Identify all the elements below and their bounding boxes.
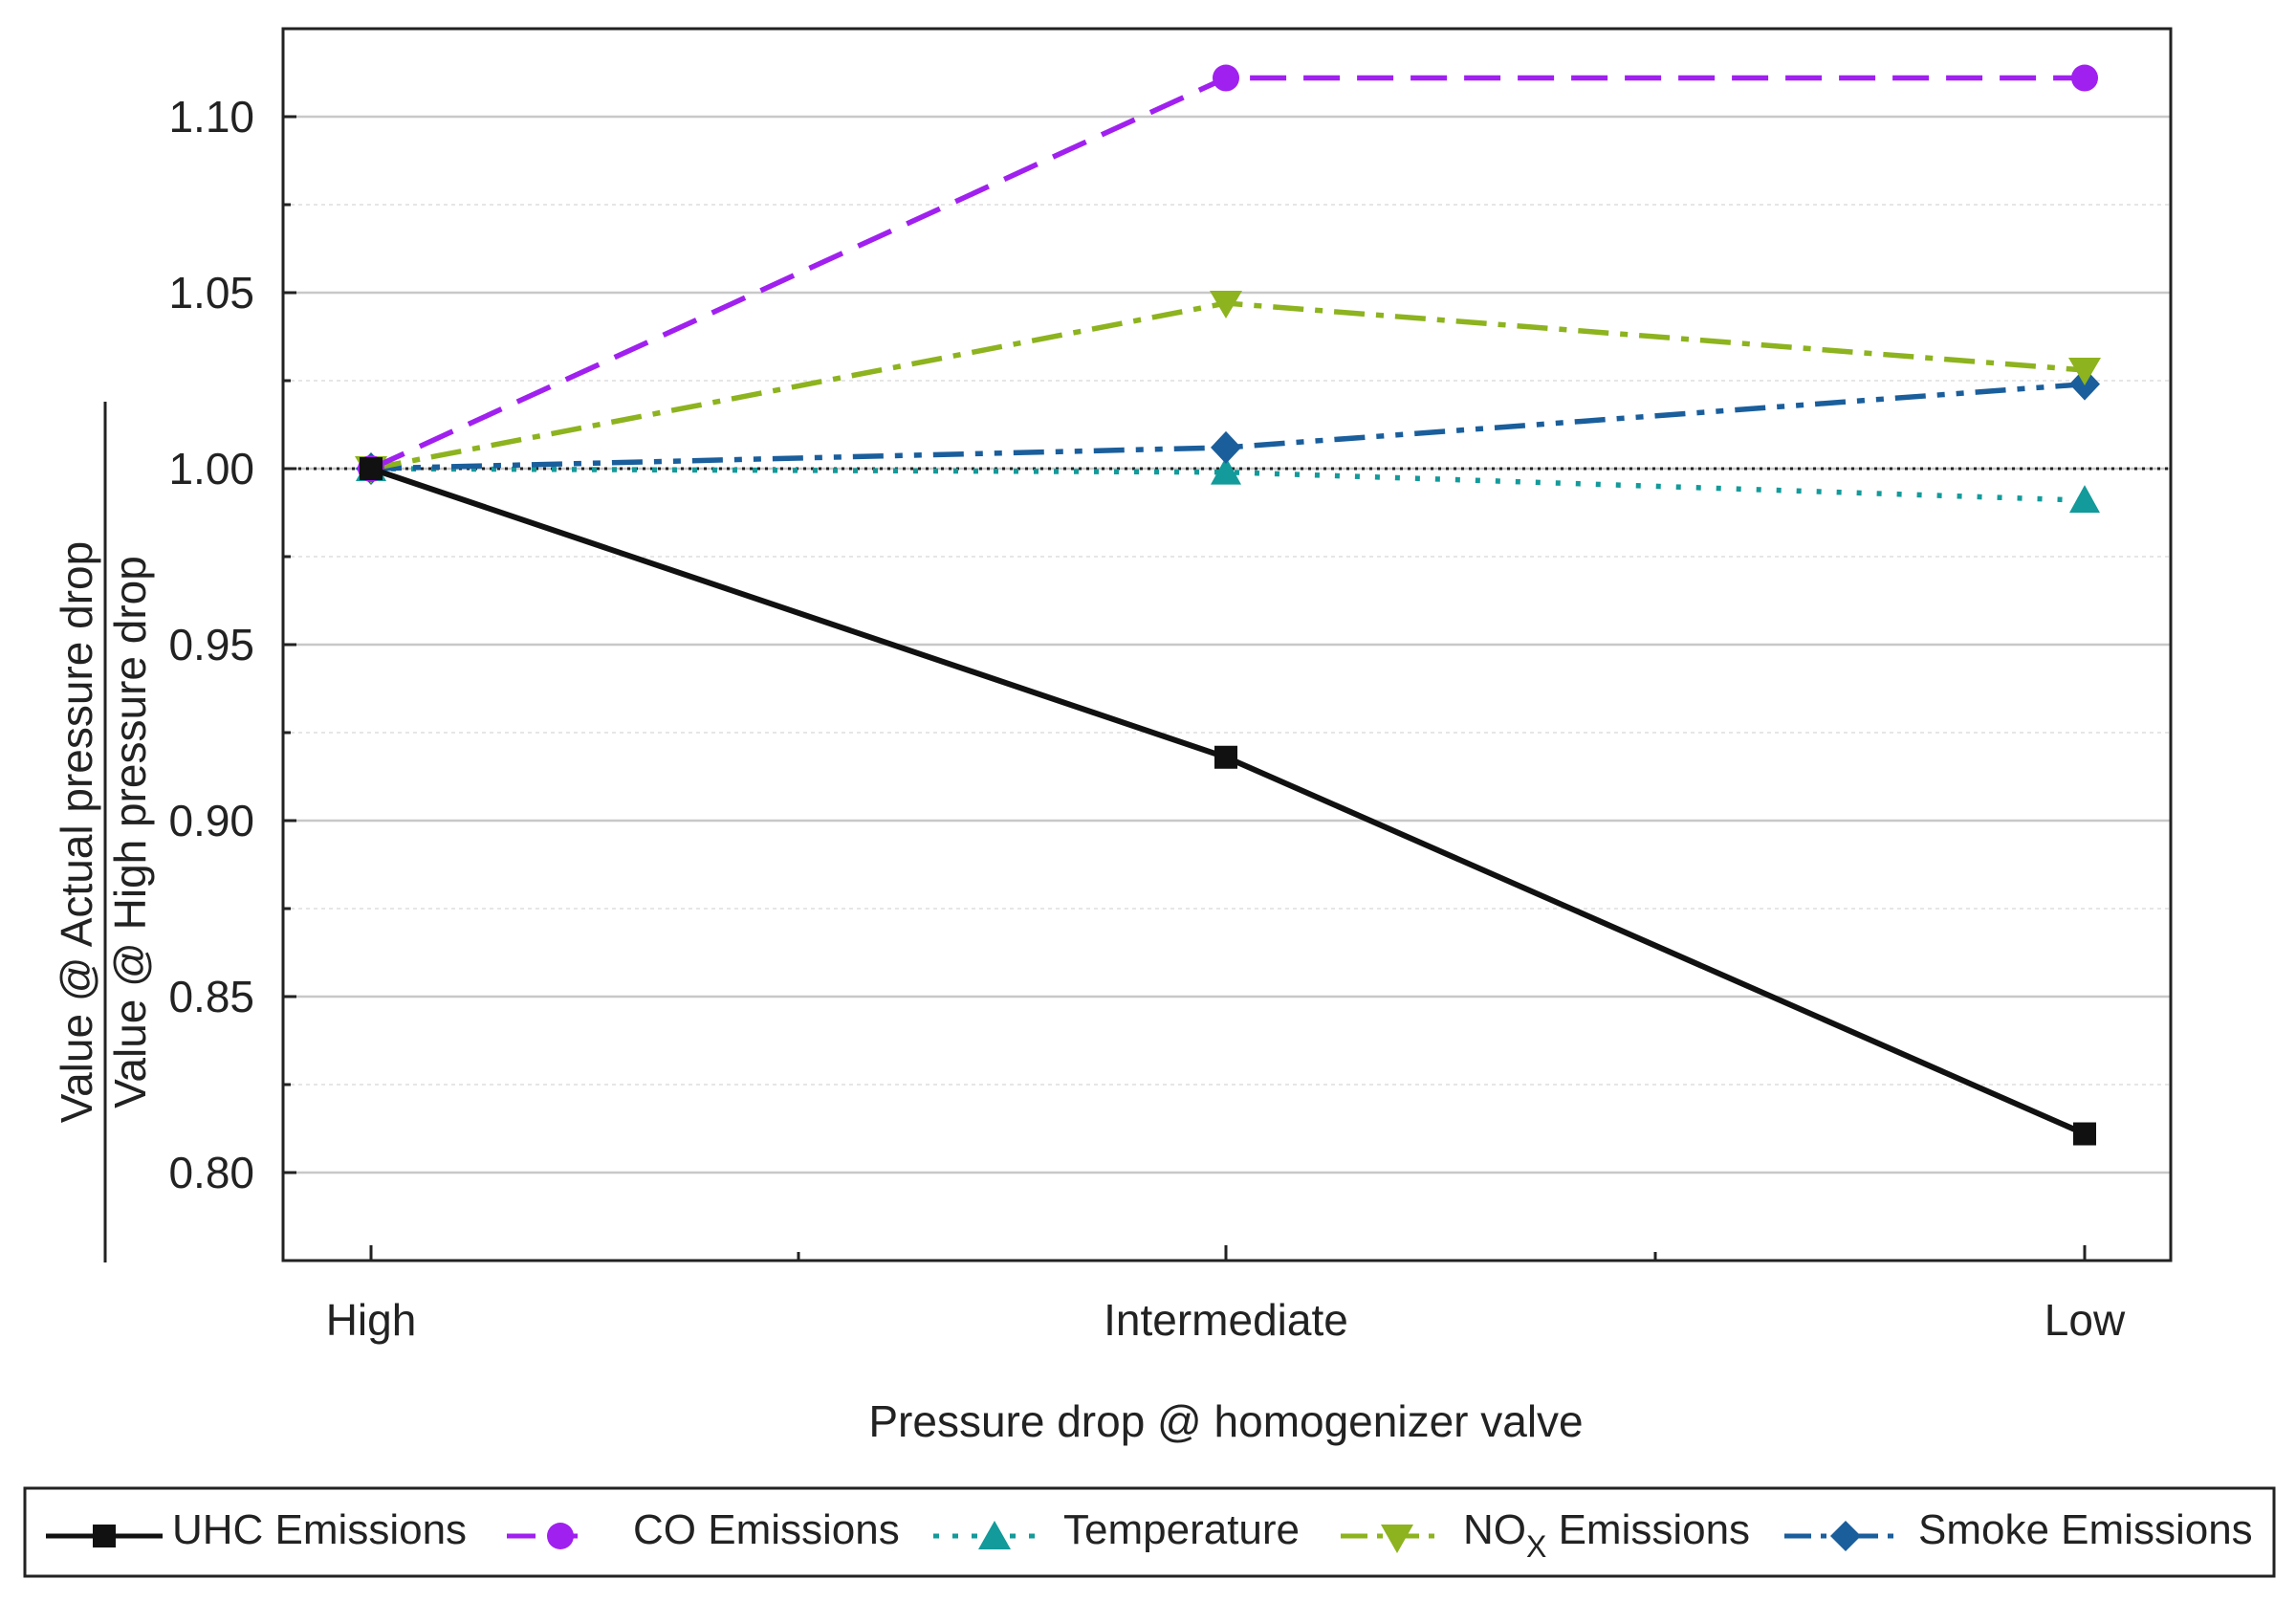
data-point-circle [2071,64,2098,92]
series-line [370,381,2086,472]
series-line [370,466,2086,503]
legend-smoke-label: Smoke Emissions [1918,1506,2253,1553]
y-tick-label: 1.05 [168,268,254,318]
legend-temperature-label: Temperature [1063,1506,1300,1553]
legend-temperature-marker [978,1521,1011,1549]
y-tick-label: 1.10 [168,92,254,142]
legend-nox-label-main: NO [1463,1506,1526,1553]
data-point-triangle-up [2069,485,2100,514]
x-tick-label: Intermediate [1104,1295,1348,1345]
data-point-triangle-up [1211,456,1241,485]
legend-item-nox: NOX Emissions [1341,1506,1750,1564]
legend-nox-label-subscript: X [1526,1529,1546,1564]
data-point-diamond [1211,430,1241,464]
legend-item-temperature: Temperature [933,1506,1300,1553]
x-tick-label: High [326,1295,417,1345]
y-tick-label: 0.95 [168,620,254,669]
x-axis-title: Pressure drop @ homogenizer valve [868,1396,1583,1446]
legend-item-smoke: Smoke Emissions [1784,1506,2253,1553]
y-axis-title-denominator: Value @ High pressure drop [105,556,155,1108]
y-tick-label: 0.90 [168,796,254,845]
data-point-square [360,457,383,480]
series-line [370,466,2087,1137]
data-point-square [2073,1122,2096,1146]
legend-co-marker [547,1523,574,1549]
data-point-square [1214,745,1237,769]
data-point-circle [1213,64,1239,92]
legend-co-label: CO Emissions [633,1506,900,1553]
legend: UHC Emissions CO Emissions Temperature N… [23,1486,2276,1578]
x-tick-label: Low [2045,1295,2126,1345]
legend-nox-marker [1381,1525,1413,1553]
y-tick-label: 0.80 [168,1148,254,1197]
legend-uhc-marker [93,1525,116,1547]
legend-nox-label-suffix: Emissions [1546,1506,1750,1553]
y-axis-title: Value @ Actual pressure drop Value @ Hig… [52,402,155,1262]
y-tick-label: 1.00 [168,444,254,494]
series-line [369,75,2085,472]
legend-item-co: CO Emissions [507,1506,900,1553]
y-axis-title-numerator: Value @ Actual pressure drop [52,541,101,1123]
data-point-triangle-down [2068,357,2101,385]
legend-box [23,1486,2276,1578]
legend-nox-label: NOX Emissions [1463,1506,1750,1564]
legend-smoke-marker [1830,1521,1861,1551]
y-tick-label: 0.85 [168,972,254,1021]
legend-item-uhc: UHC Emissions [46,1506,467,1553]
legend-uhc-label: UHC Emissions [172,1506,467,1553]
data-point-triangle-down [1210,291,1242,319]
